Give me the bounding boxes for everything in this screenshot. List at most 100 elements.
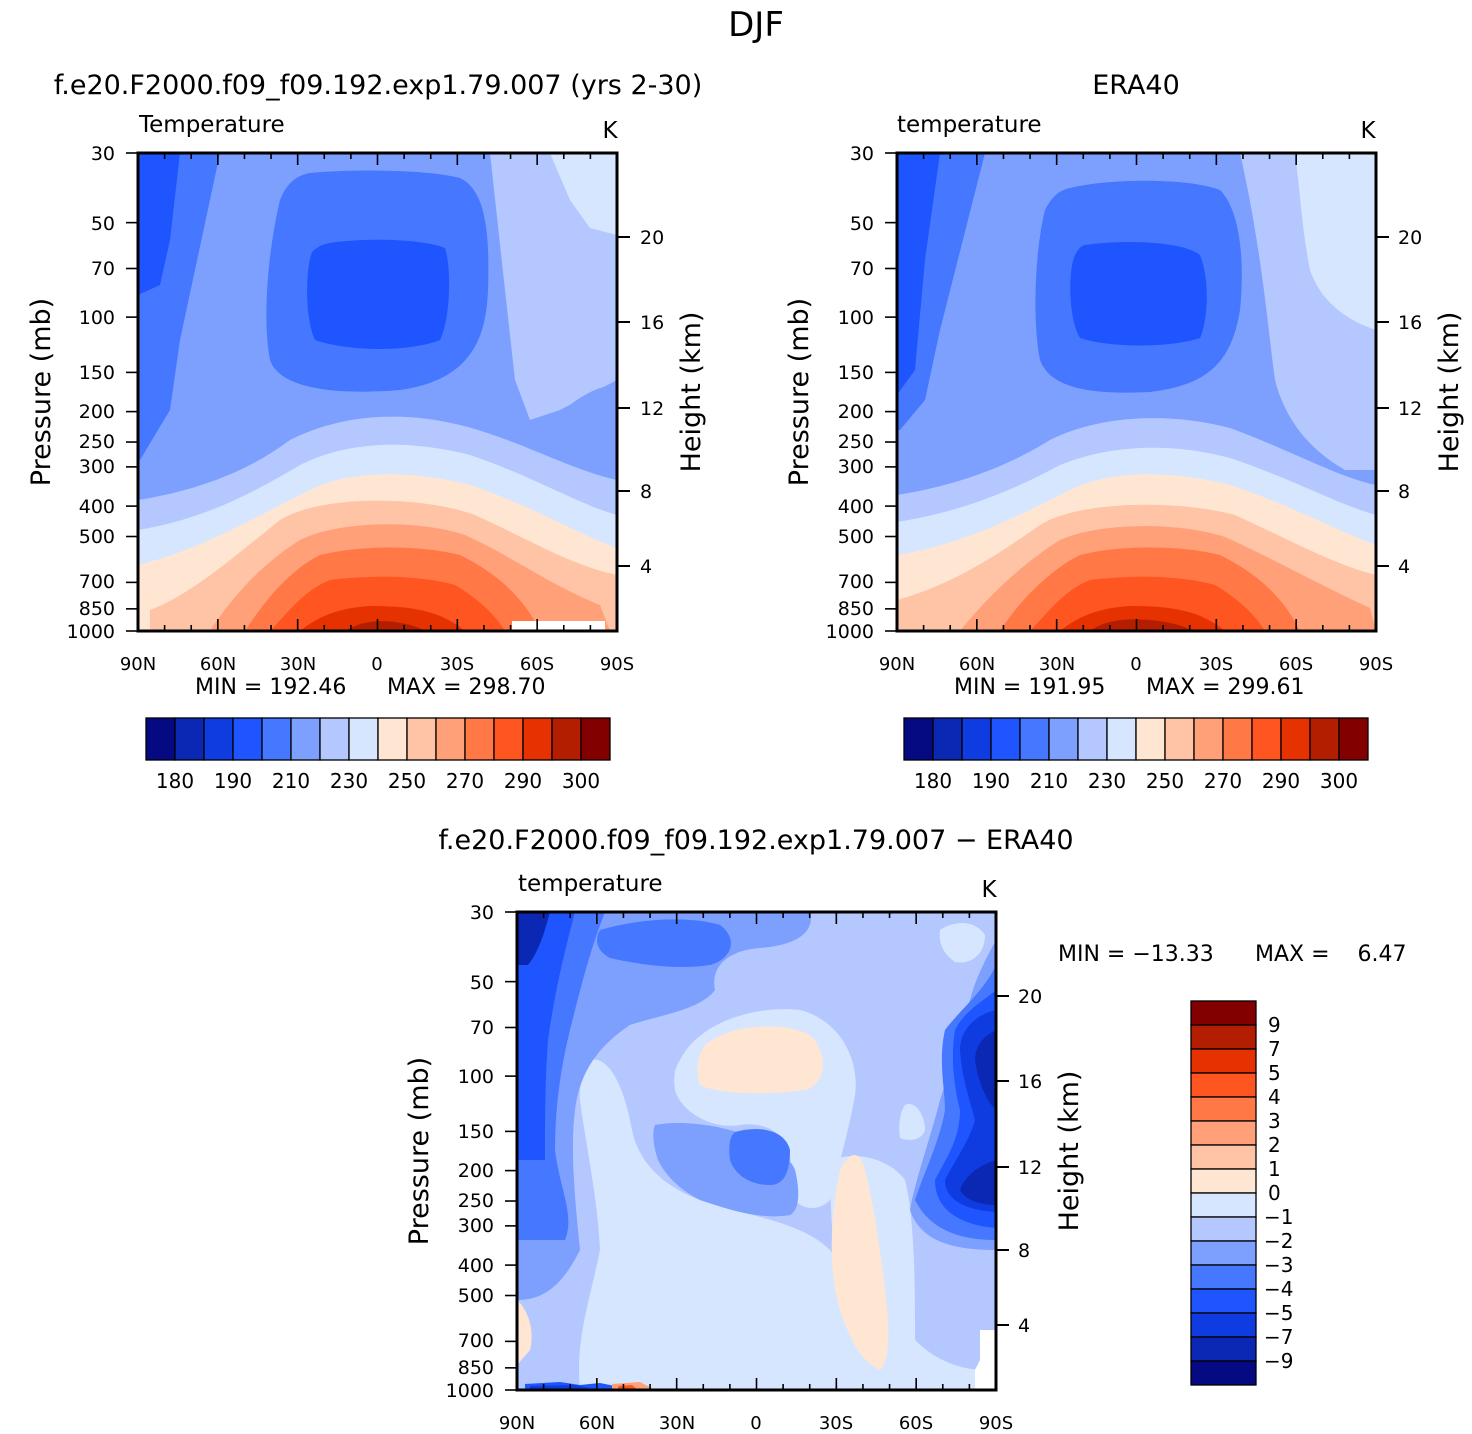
y-tick-label: 400: [458, 1255, 494, 1277]
colorbar-label: 290: [1262, 769, 1300, 793]
min-label: MIN = 192.46: [195, 675, 346, 700]
colorbar-label: 0: [1268, 1181, 1281, 1205]
colorbar-swatch: [261, 717, 292, 761]
x-tick-label: 90S: [600, 654, 634, 675]
colorbar-swatch: [1190, 1336, 1257, 1362]
y-tick-label: 50: [850, 213, 874, 235]
y-right-tick-label: 8: [1398, 481, 1410, 503]
colorbar-swatch: [464, 717, 495, 761]
colorbar-label: 210: [272, 769, 310, 793]
y-tick-label: 200: [458, 1160, 494, 1182]
y-right-tick-label: 4: [1018, 1315, 1030, 1337]
colorbar-swatch: [203, 717, 234, 761]
panel-era-ticks: [885, 152, 1377, 632]
colorbar-swatch: [1190, 1144, 1257, 1170]
y-right-tick-label: 16: [640, 312, 664, 334]
colorbar-era: [903, 717, 1369, 761]
colorbar-label: 7: [1268, 1037, 1281, 1061]
y-right-tick-label: 4: [640, 556, 652, 578]
x-tick-label: 0: [1130, 654, 1141, 675]
field-band: [975, 1330, 996, 1390]
colorbar-swatch: [435, 717, 466, 761]
colorbar-label: 1: [1268, 1157, 1281, 1181]
y-tick-label: 70: [91, 258, 115, 280]
colorbar-swatch: [290, 717, 321, 761]
y-tick-label: 300: [458, 1215, 494, 1237]
colorbar-swatch: [580, 717, 611, 761]
x-tick-label: 0: [371, 654, 382, 675]
field-band: [307, 239, 450, 349]
y-tick-label: 850: [838, 598, 874, 620]
panel-era-units: K: [1360, 118, 1376, 144]
field-band: [300, 606, 465, 631]
min-label: MIN = −13.33: [1058, 942, 1214, 967]
colorbar-label: 210: [1030, 769, 1068, 793]
colorbar-swatch: [1190, 1360, 1257, 1386]
y-right-tick-label: 12: [1398, 398, 1422, 420]
colorbar-label: 5: [1268, 1061, 1281, 1085]
colorbar-label: −3: [1264, 1253, 1293, 1277]
colorbar-swatch: [1190, 1240, 1257, 1266]
y-tick-label: 150: [458, 1121, 494, 1143]
colorbar-swatch: [903, 717, 934, 761]
y-right-tick-label: 12: [1018, 1157, 1042, 1179]
field-band: [517, 912, 550, 965]
colorbar-label: 2: [1268, 1133, 1281, 1157]
colorbar-label: 190: [972, 769, 1010, 793]
y-tick-label: 500: [79, 526, 115, 548]
colorbar-label: 230: [1088, 769, 1126, 793]
x-tick-label: 60N: [579, 1413, 615, 1434]
y-tick-label: 700: [79, 571, 115, 593]
panel-era-title: temperature: [897, 112, 1042, 138]
colorbar-swatch: [1106, 717, 1137, 761]
y-right-tick-label: 8: [1018, 1240, 1030, 1262]
y-right-tick-label: 8: [640, 481, 652, 503]
colorbar-swatch: [1190, 1024, 1257, 1050]
colorbar-swatch: [319, 717, 350, 761]
field-band: [517, 912, 811, 1300]
colorbar-swatch: [1190, 1216, 1257, 1242]
panel-model-title: Temperature: [138, 112, 285, 138]
field-band: [1090, 619, 1192, 631]
figure-title: DJF: [728, 5, 784, 45]
colorbar-swatch: [1190, 1192, 1257, 1218]
colorbar-swatch: [522, 717, 553, 761]
colorbar-swatch: [493, 717, 524, 761]
colorbar-swatch: [1190, 1288, 1257, 1314]
colorbar-swatch: [1190, 1000, 1257, 1026]
y-right-tick-label: 4: [1398, 556, 1410, 578]
colorbar-swatch: [1077, 717, 1108, 761]
x-tick-label: 30S: [819, 1413, 853, 1434]
x-tick-label: 90S: [979, 1413, 1013, 1434]
colorbar-swatch: [145, 717, 176, 761]
y-tick-label: 150: [838, 362, 874, 384]
colorbar-swatch: [377, 717, 408, 761]
y-right-tick-label: 20: [640, 227, 664, 249]
colorbar-swatch: [1280, 717, 1311, 761]
colorbar-label: 270: [446, 769, 484, 793]
x-tick-label: 30N: [1039, 654, 1075, 675]
y-tick-label: 30: [850, 143, 874, 165]
colorbar-swatch: [1190, 1312, 1257, 1338]
colorbar-label: 270: [1204, 769, 1242, 793]
y-tick-label: 30: [470, 902, 494, 924]
field-band: [939, 923, 985, 963]
x-tick-label: 30N: [280, 654, 316, 675]
y-tick-label: 400: [838, 496, 874, 518]
panel-diff-ticks: [505, 911, 997, 1391]
y-tick-label: 100: [838, 307, 874, 329]
y-tick-label: 1000: [446, 1380, 494, 1402]
colorbar-label: −5: [1264, 1301, 1293, 1325]
min-label: MIN = 191.95: [954, 675, 1105, 700]
x-tick-label: 60S: [1279, 654, 1313, 675]
field-band: [975, 1030, 996, 1110]
field-band: [579, 1059, 875, 1390]
y-tick-label: 200: [838, 401, 874, 423]
x-tick-label: 30S: [440, 654, 474, 675]
colorbar-label: 180: [914, 769, 952, 793]
colorbar-label: −1: [1264, 1205, 1293, 1229]
colorbar-swatch: [1251, 717, 1282, 761]
panel-era-ylabel-right: Height (km): [1434, 312, 1465, 473]
y-right-tick-label: 16: [1398, 312, 1422, 334]
field-band: [345, 621, 425, 631]
